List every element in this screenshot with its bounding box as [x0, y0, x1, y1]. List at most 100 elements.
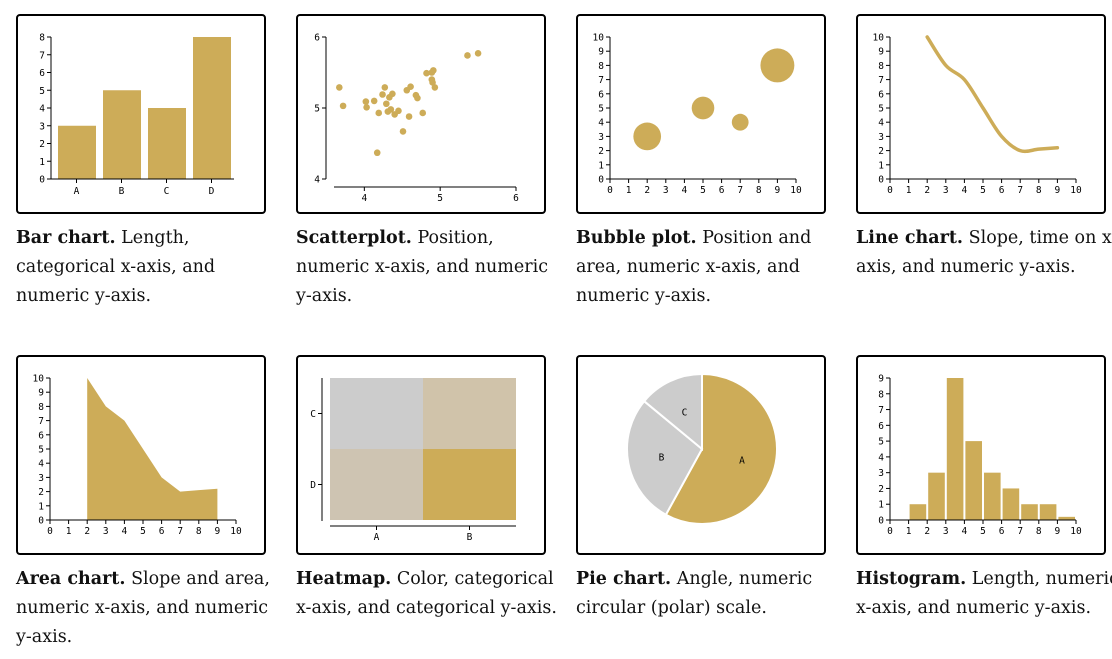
y-tick-label: 6 — [598, 89, 604, 100]
x-tick-label: 5 — [980, 185, 986, 196]
y-tick-label: 0 — [878, 175, 884, 186]
pie-label: C — [682, 408, 688, 419]
histogram-bar — [1058, 516, 1075, 520]
x-tick-label: 3 — [943, 526, 949, 537]
x-tick-label: 1 — [906, 526, 912, 537]
y-tick-label: 6 — [878, 89, 884, 100]
y-tick-label: 3 — [878, 132, 884, 143]
heatmap-cell — [330, 378, 423, 449]
y-tick-label: 9 — [38, 388, 44, 399]
histogram-frame: 0 1 2 3 4 5 6 7 8 9 0 1 2 3 4 5 6 7 8 9 10 — [856, 355, 1106, 555]
y-tick-label: 4 — [38, 459, 44, 470]
scatter-point — [419, 109, 427, 117]
heatmap-cell — [423, 378, 516, 449]
y-tick-label: 6 — [878, 421, 884, 432]
x-tick-label: 6 — [999, 526, 1005, 537]
scatter-point — [339, 102, 347, 110]
y-tick-label: 4 — [878, 452, 884, 463]
x-tick-label: B — [467, 532, 473, 543]
bubble-plot-caption: Bubble plot. Position and area, numeric … — [576, 224, 841, 311]
histogram-bar — [1021, 504, 1038, 520]
y-tick-label: 0 — [598, 175, 604, 186]
x-tick-label: D — [209, 186, 215, 197]
x-tick-label: 7 — [1017, 526, 1023, 537]
y-tick-label: 3 — [39, 121, 45, 132]
x-tick-label: 3 — [663, 185, 669, 196]
caption-title: Heatmap. — [296, 569, 392, 589]
y-tick-label: 2 — [878, 146, 884, 157]
pie-slice — [626, 399, 704, 517]
x-tick-label: 2 — [84, 526, 90, 537]
bar-chart-frame: 0 1 2 3 4 5 6 7 8 A B C D — [16, 14, 266, 214]
x-tick-label: 9 — [775, 185, 781, 196]
histogram-bar — [984, 472, 1001, 520]
heatmap-caption: Heatmap. Color, categorical x-axis, and … — [296, 565, 561, 623]
line-chart-card: 0 1 2 3 4 5 6 7 8 9 10 0 1 2 3 4 5 6 7 8 9 10 Line chart. Slo… — [856, 14, 1112, 282]
caption-desc: Slope, time on x-axis, and numeric y-axi… — [856, 228, 1112, 277]
y-tick-label: 2 — [598, 146, 604, 157]
x-tick-label: 9 — [215, 526, 221, 537]
histogram-bar — [946, 378, 964, 520]
scatter-point — [407, 83, 414, 90]
y-tick-label: 7 — [39, 50, 45, 61]
bar-chart-caption: Bar chart. Length, categorical x-axis, a… — [16, 224, 281, 311]
y-tick-label: 4 — [598, 118, 604, 129]
x-tick-label: 6 — [513, 193, 519, 204]
y-tick-label: 1 — [39, 157, 45, 168]
histogram-caption: Histogram. Length, numeric x-axis, and n… — [856, 565, 1112, 623]
x-tick-label: 10 — [790, 185, 802, 196]
x-tick-label: 1 — [906, 185, 912, 196]
x-tick-label: 8 — [196, 526, 202, 537]
x-tick-label: 2 — [644, 185, 650, 196]
y-tick-label: 10 — [33, 374, 45, 385]
x-tick-label: 4 — [962, 185, 968, 196]
y-tick-label: 9 — [878, 47, 884, 58]
pie-label: A — [739, 455, 745, 466]
y-tick-label: 3 — [38, 473, 44, 484]
y-tick-label: 8 — [878, 61, 884, 72]
y-tick-label: 7 — [878, 405, 884, 416]
y-tick-label: 3 — [598, 132, 604, 143]
y-tick-label: 5 — [39, 86, 45, 97]
x-tick-label: 1 — [626, 185, 632, 196]
y-tick-label: 8 — [39, 33, 45, 44]
y-tick-label: 4 — [878, 118, 884, 129]
bar — [148, 108, 186, 179]
y-tick-label: 0 — [878, 516, 884, 527]
scatter-point — [362, 98, 370, 105]
x-tick-label: 3 — [103, 526, 109, 537]
y-tick-label: 1 — [598, 160, 604, 171]
pie-label: B — [659, 453, 665, 464]
y-tick-label: 8 — [38, 402, 44, 413]
y-tick-label: 8 — [598, 61, 604, 72]
caption-desc: Length, categorical x-axis, and numeric … — [16, 228, 216, 306]
y-tick-label: 0 — [39, 175, 45, 186]
x-tick-label: 9 — [1055, 526, 1061, 537]
pie-chart-caption: Pie chart. Angle, numeric circular (pola… — [576, 565, 841, 623]
y-tick-label: 7 — [878, 75, 884, 86]
y-tick-label: 7 — [38, 416, 44, 427]
caption-desc: Color, categorical x-axis, and categoric… — [296, 569, 557, 618]
pie-chart-frame: A B C — [576, 355, 826, 555]
caption-title: Pie chart. — [576, 569, 672, 589]
x-tick-label: 0 — [607, 185, 613, 196]
x-tick-label: 5 — [437, 193, 443, 204]
caption-desc: Angle, numeric circular (polar) scale. — [576, 569, 813, 618]
x-tick-label: 10 — [230, 526, 242, 537]
y-tick-label: 4 — [314, 175, 320, 186]
x-tick-label: 7 — [737, 185, 743, 196]
caption-desc: Slope and area, numeric x-axis, and nume… — [16, 569, 270, 647]
y-tick-label: 4 — [39, 104, 45, 115]
heatmap-svg: C D A B — [310, 378, 516, 543]
bar — [103, 90, 141, 179]
bubble — [731, 113, 749, 131]
y-tick-label: 5 — [314, 104, 320, 115]
scatter-point — [431, 84, 439, 91]
y-tick-label: D — [310, 480, 316, 491]
x-tick-label: 9 — [1055, 185, 1061, 196]
histogram-bar — [965, 441, 982, 520]
y-tick-label: 5 — [878, 104, 884, 115]
heatmap-cell — [423, 449, 516, 520]
x-tick-label: 8 — [756, 185, 762, 196]
scatter-point — [370, 97, 378, 105]
